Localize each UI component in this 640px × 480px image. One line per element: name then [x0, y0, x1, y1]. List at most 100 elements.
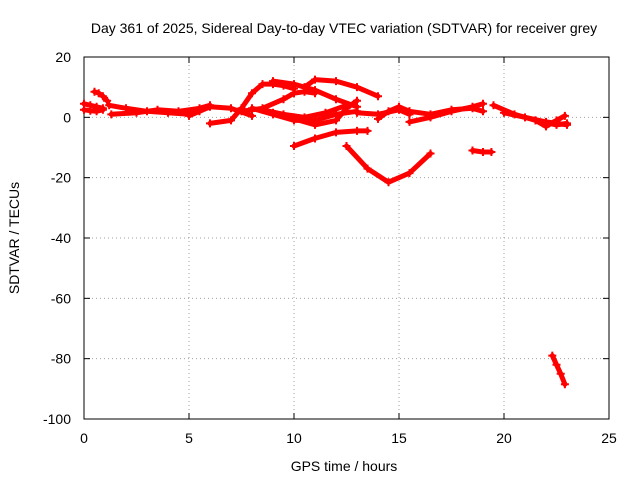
data-point	[531, 116, 540, 125]
data-point	[405, 107, 414, 116]
y-tick-label: -100	[43, 411, 71, 427]
data-point	[521, 113, 529, 122]
data-point	[548, 351, 557, 360]
data-point	[206, 119, 214, 128]
series-arc-20	[468, 146, 496, 157]
data-point	[311, 75, 319, 84]
series-arc-19	[405, 104, 487, 119]
data-point	[384, 178, 393, 187]
data-point	[479, 148, 487, 157]
data-series	[80, 75, 571, 389]
data-point	[185, 111, 193, 120]
y-tick-label: 20	[55, 49, 71, 65]
data-point	[426, 110, 435, 119]
data-point	[248, 89, 256, 98]
data-point	[552, 360, 561, 369]
data-point	[426, 149, 435, 158]
data-point	[468, 146, 477, 155]
y-tick-label: -20	[51, 170, 71, 186]
data-point	[103, 96, 112, 105]
data-point	[258, 80, 267, 89]
data-point	[353, 126, 361, 135]
y-tick-label: -40	[51, 230, 71, 246]
x-tick-label: 10	[286, 430, 302, 446]
data-point	[487, 148, 496, 157]
data-point	[248, 111, 256, 120]
series-arc-13	[258, 101, 351, 122]
series-arc-14	[290, 126, 372, 150]
data-point	[311, 120, 319, 129]
x-tick-label: 15	[391, 430, 407, 446]
data-point	[560, 111, 569, 120]
data-point	[405, 117, 414, 126]
data-point	[500, 108, 508, 117]
data-point	[107, 110, 116, 119]
data-point	[90, 87, 99, 96]
series-track	[533, 113, 568, 129]
data-point	[405, 169, 414, 178]
series-arc-23	[531, 111, 569, 131]
data-point	[98, 92, 107, 101]
data-point	[248, 104, 256, 113]
y-axis-label: SDTVAR / TECUs	[6, 182, 22, 294]
data-point	[363, 164, 372, 173]
series-arc-07	[206, 80, 298, 128]
data-point	[332, 116, 340, 125]
data-point	[479, 107, 487, 116]
data-point	[132, 108, 141, 117]
data-point	[279, 110, 288, 119]
series-arc-03	[90, 87, 112, 105]
data-point	[353, 108, 361, 117]
data-point	[447, 105, 456, 114]
y-tick-label: -60	[51, 290, 71, 306]
data-point	[552, 116, 561, 125]
chart-title: Day 361 of 2025, Sidereal Day-to-day VTE…	[91, 20, 597, 36]
x-tick-label: 0	[80, 430, 88, 446]
series-arc-09	[269, 77, 361, 111]
data-point	[384, 107, 393, 116]
data-point	[227, 116, 235, 125]
series-track	[549, 353, 568, 387]
data-point	[92, 107, 101, 116]
data-point	[374, 114, 382, 123]
data-point	[105, 101, 114, 110]
data-point	[332, 95, 340, 104]
data-point	[556, 369, 565, 378]
data-point	[563, 120, 571, 129]
data-point	[342, 101, 351, 110]
series-arc-15	[342, 141, 435, 187]
data-point	[153, 105, 162, 114]
data-point	[374, 92, 382, 101]
data-point	[332, 128, 340, 137]
data-point	[311, 86, 319, 95]
data-point	[560, 380, 569, 389]
series-arc-10	[300, 75, 382, 101]
data-point	[342, 141, 351, 150]
data-point	[353, 96, 361, 105]
series-track	[344, 143, 433, 185]
data-point	[321, 108, 330, 117]
data-point	[237, 107, 246, 116]
y-tick-label: 0	[63, 109, 71, 125]
data-point	[174, 107, 183, 116]
data-point	[258, 105, 267, 114]
data-point	[279, 95, 288, 104]
data-point	[300, 113, 309, 122]
data-point	[290, 89, 298, 98]
y-tick-label: -80	[51, 351, 71, 367]
series-track	[375, 104, 412, 122]
data-point	[300, 83, 309, 92]
series-arc-24	[548, 351, 569, 389]
data-point	[395, 102, 403, 111]
data-point	[542, 122, 550, 131]
data-point	[269, 77, 277, 86]
data-point	[290, 141, 298, 150]
data-point	[311, 134, 319, 143]
data-point	[206, 102, 214, 111]
series-arc-02	[80, 105, 107, 116]
data-point	[98, 105, 107, 114]
data-point	[227, 104, 235, 113]
data-point	[94, 89, 103, 98]
x-axis-label: GPS time / hours	[291, 458, 398, 474]
